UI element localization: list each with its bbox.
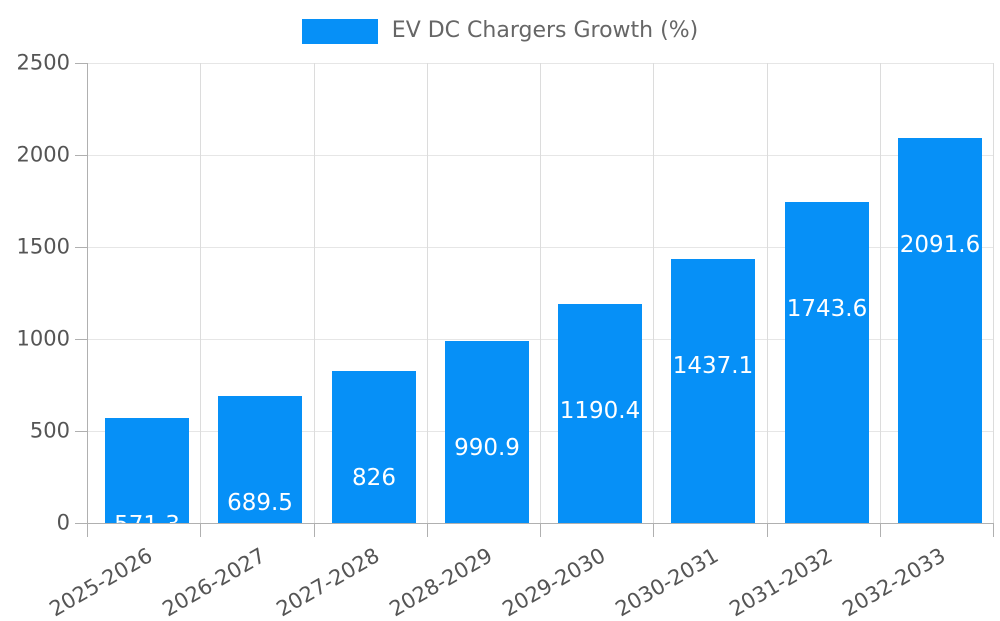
bar[interactable] bbox=[445, 341, 529, 523]
x-gridline bbox=[767, 63, 768, 523]
x-gridline bbox=[993, 63, 994, 523]
bar-value-label: 1743.6 bbox=[786, 296, 868, 322]
bar-value-label: 2091.6 bbox=[899, 232, 981, 258]
bar-value-label: 689.5 bbox=[227, 490, 293, 516]
bar[interactable] bbox=[558, 304, 642, 523]
x-axis-tick-label: 2027-2028 bbox=[271, 543, 383, 621]
y-axis-tick-label: 0 bbox=[56, 510, 70, 535]
x-axis-tick-label: 2032-2033 bbox=[837, 543, 949, 621]
x-axis-tick-label: 2026-2027 bbox=[157, 543, 269, 621]
x-axis-tick bbox=[87, 523, 88, 537]
y-axis-line bbox=[87, 63, 88, 523]
plot-area: 571.3 689.5 826 990.9 1190.4 1437.1 1743.6 2091… bbox=[87, 63, 994, 537]
x-gridline bbox=[314, 63, 315, 523]
x-axis-tick-label: 2031-2032 bbox=[724, 543, 836, 621]
x-axis-tick bbox=[200, 523, 201, 537]
x-axis-tick bbox=[767, 523, 768, 537]
y-axis-tick-label: 2500 bbox=[16, 50, 70, 75]
x-gridline bbox=[653, 63, 654, 523]
x-axis-tick-label: 2030-2031 bbox=[610, 543, 722, 621]
bar-value-label: 826 bbox=[352, 465, 396, 491]
x-gridline bbox=[880, 63, 881, 523]
y-axis-tick-labels: 0 500 1000 1500 2000 2500 bbox=[0, 0, 70, 600]
bar[interactable] bbox=[105, 418, 189, 523]
chart-legend: EV DC Chargers Growth (%) bbox=[0, 10, 1000, 52]
x-axis-tick bbox=[427, 523, 428, 537]
x-gridline bbox=[200, 63, 201, 523]
x-axis-tick-label: 2029-2030 bbox=[497, 543, 609, 621]
bar-value-label: 990.9 bbox=[454, 435, 520, 461]
y-axis-tick-label: 1500 bbox=[16, 234, 70, 259]
bar-value-label: 1190.4 bbox=[559, 398, 641, 424]
bar-value-label: 571.3 bbox=[114, 512, 180, 538]
y-axis-tick bbox=[75, 431, 87, 432]
y-axis-tick bbox=[75, 339, 87, 340]
x-axis-tick bbox=[314, 523, 315, 537]
x-axis-tick-label: 2028-2029 bbox=[384, 543, 496, 621]
legend-entry-ev-dc-chargers-growth[interactable]: EV DC Chargers Growth (%) bbox=[301, 18, 699, 44]
y-axis-tick bbox=[75, 247, 87, 248]
x-gridline bbox=[427, 63, 428, 523]
bar[interactable] bbox=[218, 396, 302, 523]
y-axis-tick bbox=[75, 523, 87, 524]
y-axis-tick-label: 500 bbox=[29, 418, 70, 443]
y-axis-tick-label: 1000 bbox=[16, 326, 70, 351]
legend-label: EV DC Chargers Growth (%) bbox=[391, 18, 699, 43]
bar[interactable] bbox=[898, 138, 982, 523]
x-axis-line bbox=[75, 523, 993, 524]
y-axis-tick-label: 2000 bbox=[16, 142, 70, 167]
legend-color-swatch-icon bbox=[301, 18, 378, 44]
x-axis-tick bbox=[653, 523, 654, 537]
bar[interactable] bbox=[671, 259, 755, 523]
x-axis-tick bbox=[880, 523, 881, 537]
y-axis-tick bbox=[75, 63, 87, 64]
bar[interactable] bbox=[785, 202, 869, 523]
y-axis-tick bbox=[75, 155, 87, 156]
bar[interactable] bbox=[332, 371, 416, 523]
x-axis-tick bbox=[993, 523, 994, 537]
bar-value-label: 1437.1 bbox=[672, 353, 754, 379]
x-axis-tick bbox=[540, 523, 541, 537]
x-gridline bbox=[540, 63, 541, 523]
